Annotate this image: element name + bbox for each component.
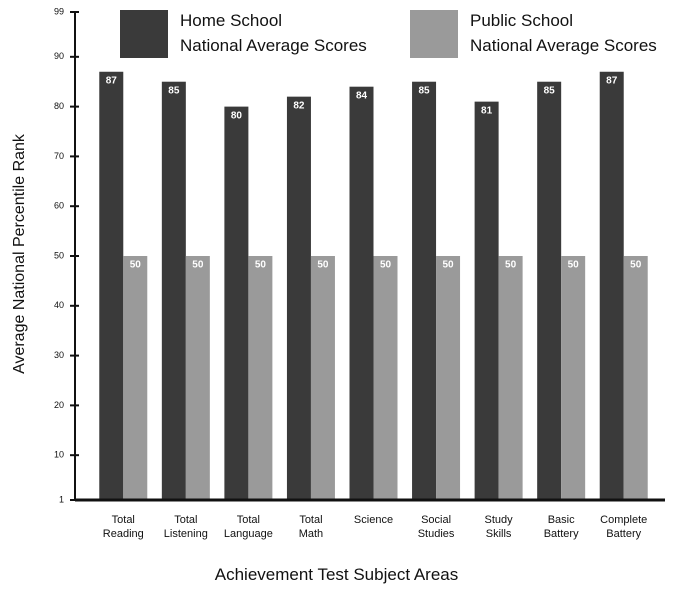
bar: [248, 256, 273, 500]
bar: [310, 256, 335, 500]
bar: [474, 101, 499, 500]
y-tick-label: 1: [59, 494, 64, 504]
bar: [498, 256, 523, 500]
x-tick-label: Total Listening: [163, 514, 208, 540]
bar: [349, 86, 374, 500]
bar: [599, 71, 624, 501]
y-tick-label: 20: [54, 400, 64, 410]
x-axis-label: Achievement Test Subject Areas: [214, 565, 459, 584]
y-tick-label: 80: [54, 101, 64, 111]
x-tick-label: Social Studies: [417, 514, 455, 540]
value-label: 50: [568, 260, 580, 271]
value-label: 50: [505, 260, 517, 271]
value-label: 81: [481, 105, 493, 116]
value-label: 85: [418, 85, 430, 96]
bar: [224, 106, 249, 500]
x-tick-label: Science: [353, 514, 394, 526]
value-label: 80: [231, 110, 243, 121]
value-label: 87: [606, 75, 618, 86]
bar: [373, 256, 398, 500]
y-tick-label: 60: [54, 201, 64, 211]
bar: [123, 256, 148, 500]
legend-label: Home School National Average Scores: [180, 11, 367, 55]
y-tick-label: 99: [54, 6, 64, 16]
bar: [161, 81, 186, 500]
value-label: 50: [255, 260, 267, 271]
value-label: 50: [130, 260, 142, 271]
value-label: 50: [192, 260, 204, 271]
y-tick-label: 70: [54, 151, 64, 161]
x-tick-label: Basic Battery: [543, 514, 579, 540]
bar: [412, 81, 437, 500]
y-tick-label: 90: [54, 51, 64, 61]
value-label: 82: [293, 100, 305, 111]
x-tick-label: Total Math: [298, 514, 324, 540]
value-label: 50: [630, 260, 642, 271]
bar: [436, 256, 461, 500]
legend-label: Public School National Average Scores: [470, 11, 657, 55]
x-tick-label: Total Language: [223, 514, 273, 540]
x-tick-label: Complete Battery: [600, 514, 648, 540]
y-tick-label: 50: [54, 250, 64, 260]
value-label: 84: [356, 90, 368, 101]
value-label: 50: [380, 260, 392, 271]
x-tick-label: Total Reading: [102, 514, 144, 540]
x-tick-label: Study Skills: [484, 514, 513, 540]
y-tick-label: 10: [54, 450, 64, 460]
y-tick-label: 30: [54, 350, 64, 360]
legend-swatch: [120, 10, 168, 58]
value-label: 87: [106, 75, 118, 86]
bar: [185, 256, 210, 500]
bar: [286, 96, 311, 500]
legend-swatch: [410, 10, 458, 58]
y-axis-label: Average National Percentile Rank: [11, 134, 28, 374]
y-tick-label: 40: [54, 300, 64, 310]
value-label: 50: [317, 260, 329, 271]
bar: [623, 256, 648, 500]
value-label: 85: [544, 85, 556, 96]
bar: [99, 71, 124, 501]
value-label: 85: [168, 85, 180, 96]
bar: [561, 256, 586, 500]
value-label: 50: [442, 260, 454, 271]
bar: [537, 81, 562, 500]
